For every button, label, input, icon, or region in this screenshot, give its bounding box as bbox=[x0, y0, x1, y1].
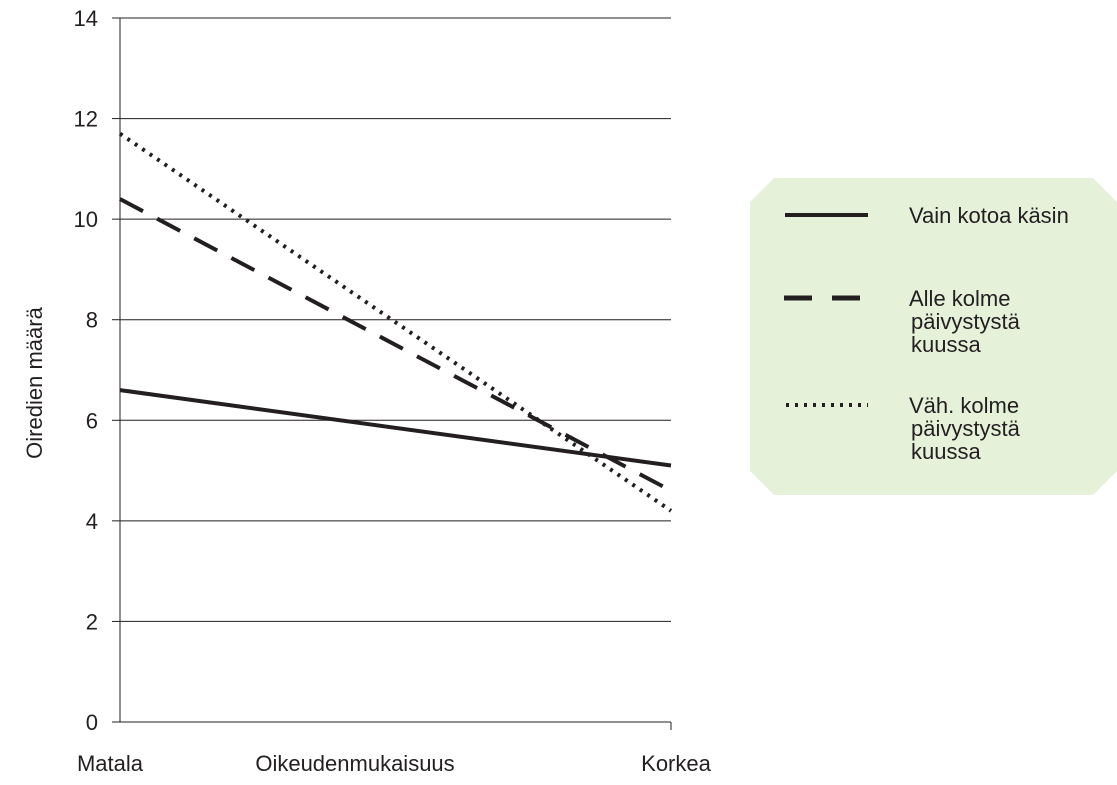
y-tick-label: 0 bbox=[86, 710, 98, 735]
legend-label-line: päivystystä bbox=[911, 309, 1021, 334]
x-axis-title: Oikeudenmukaisuus bbox=[255, 751, 454, 776]
y-tick-label: 10 bbox=[74, 207, 98, 232]
y-tick-label: 8 bbox=[86, 308, 98, 333]
legend-label-line: kuussa bbox=[911, 439, 981, 464]
series-line-dotted bbox=[118, 132, 673, 513]
y-tick-label: 4 bbox=[86, 509, 98, 534]
legend-label-line: Alle kolme bbox=[909, 286, 1010, 311]
series-lines bbox=[118, 132, 673, 513]
y-tick-label: 6 bbox=[86, 408, 98, 433]
legend-label-line: päivystystä bbox=[911, 416, 1021, 441]
legend-label-line: Väh. kolme bbox=[909, 393, 1019, 418]
axes: 0 2 4 6 8 10 12 14 Matala Korkea Oikeudenmukaisuus… bbox=[22, 6, 712, 776]
y-tick-label: 12 bbox=[74, 107, 98, 132]
y-tick-label: 14 bbox=[74, 6, 98, 31]
series-line-solid bbox=[119, 388, 672, 468]
series-line-dashed bbox=[119, 197, 672, 493]
legend-label: Vain kotoa käsin bbox=[909, 203, 1069, 228]
legend-box bbox=[750, 178, 1117, 495]
y-tick-label: 2 bbox=[86, 609, 98, 634]
x-tick-label-high: Korkea bbox=[641, 751, 711, 776]
y-axis-title: Oiredien määrä bbox=[22, 306, 47, 458]
grid-lines bbox=[120, 17, 671, 622]
x-tick-label-low: Matala bbox=[77, 751, 144, 776]
legend-label-line: kuussa bbox=[911, 332, 981, 357]
